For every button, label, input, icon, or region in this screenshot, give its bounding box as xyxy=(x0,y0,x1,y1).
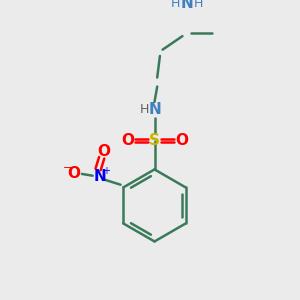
Text: O: O xyxy=(67,167,80,182)
Text: H: H xyxy=(170,0,180,10)
Text: O: O xyxy=(97,144,110,159)
Text: H: H xyxy=(194,0,203,10)
Text: O: O xyxy=(175,133,188,148)
Text: +: + xyxy=(102,166,110,176)
Text: O: O xyxy=(121,133,134,148)
Text: N: N xyxy=(94,169,106,184)
Text: −: − xyxy=(63,163,72,172)
Text: H: H xyxy=(140,103,149,116)
Text: S: S xyxy=(149,133,160,148)
Text: N: N xyxy=(181,0,193,11)
Text: N: N xyxy=(148,103,161,118)
